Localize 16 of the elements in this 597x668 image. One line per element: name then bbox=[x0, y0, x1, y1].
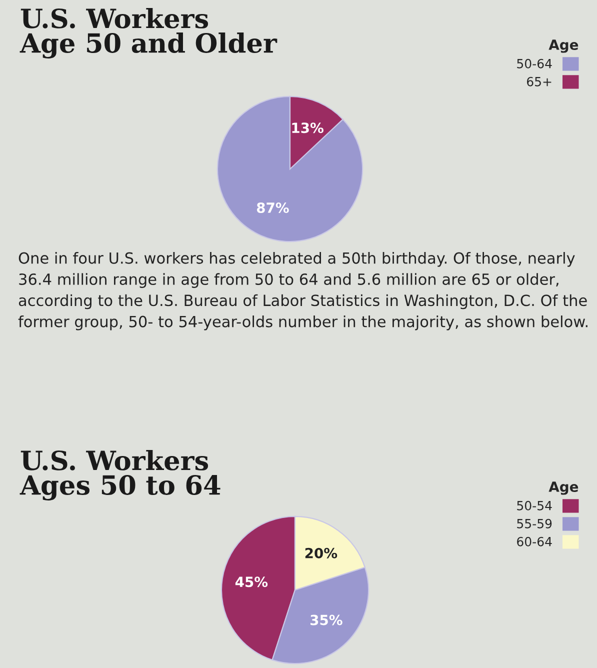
legend-label: 55-59 bbox=[517, 518, 552, 528]
legend-title: Age bbox=[548, 40, 578, 53]
text: One in four U.S. workers has celebrated a 50th birthday. Of those, nearly 36.4 million range in age from 50 to 64 and 5.6 million are 65 or older, according to the U.S. Bureau of Labor Statistics in Washington, D.C. Of the former group, 50- to 54-year-olds number in the majority, as shown below. bbox=[18, 252, 588, 330]
legend-label: 50-54 bbox=[517, 500, 552, 510]
legend-label: 65+ bbox=[526, 76, 552, 86]
data-label: 13% bbox=[292, 122, 324, 134]
chart-title: U.S. Workers Ages 50 to 64 bbox=[20, 450, 220, 500]
data-label: 20% bbox=[305, 548, 338, 558]
chart-title: U.S. Workers Age 50 and Older bbox=[20, 8, 278, 58]
legend-label: 60-64 bbox=[517, 536, 552, 546]
data-label: 35% bbox=[310, 614, 342, 626]
data-label: 87% bbox=[256, 202, 289, 213]
data-label: 45% bbox=[235, 576, 268, 588]
legend-label: 50-64 bbox=[517, 58, 552, 68]
legend-title: Age bbox=[548, 482, 578, 495]
pie-slice bbox=[216, 96, 364, 242]
